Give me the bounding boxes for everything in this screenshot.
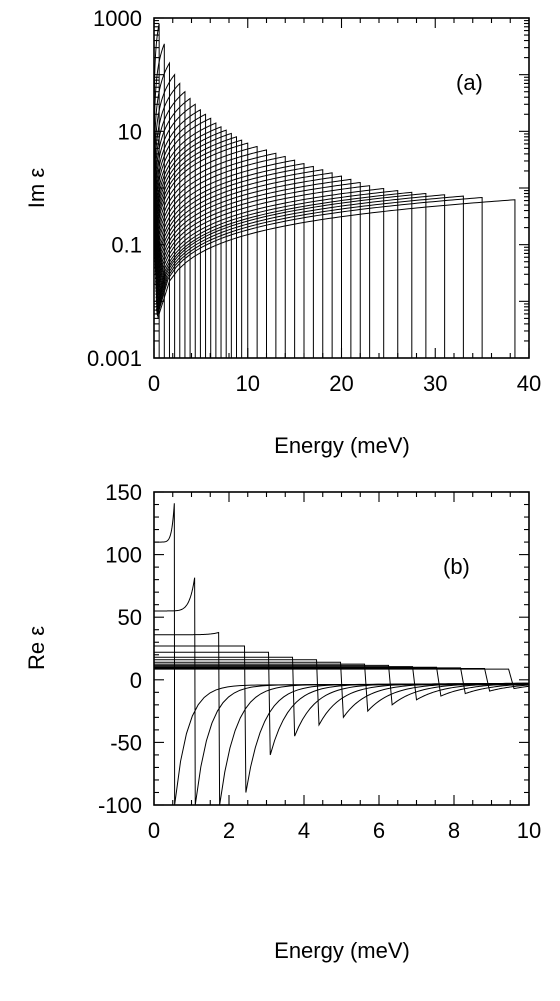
panel-a-x-tick-label: 0 xyxy=(148,371,160,396)
panel-a-y-tick-label: 1000 xyxy=(93,6,142,31)
panel-b-x-tick-label: 2 xyxy=(223,818,235,843)
panel-b-frame xyxy=(153,491,530,806)
panel-b-y-tick-label: 0 xyxy=(130,668,142,693)
panel-b-curve xyxy=(154,667,529,695)
panel-a-curve xyxy=(155,187,385,358)
panel-a-curve xyxy=(155,178,352,358)
panel-a-curve xyxy=(155,185,371,358)
panel-a-curve xyxy=(154,159,296,358)
panel-a-y-tick-label: 10 xyxy=(118,119,142,144)
panel-a-y-tick-labels: 0.001 0.1 10 1000 xyxy=(87,6,142,371)
panel-b-curves xyxy=(154,503,529,805)
panel-a-curve xyxy=(154,142,249,358)
panel-a-x-tick-label: 40 xyxy=(517,371,541,396)
panel-a-im-epsilon: 0 10 20 30 40 0.001 0.1 10 1000 (a) Energy (meV… xyxy=(24,6,541,458)
panel-b-curve xyxy=(154,666,529,697)
panel-a-curve xyxy=(154,117,212,358)
panel-b-curve xyxy=(154,631,529,805)
panel-b-y-tick-label: -100 xyxy=(98,793,142,818)
panel-b-y-tick-label: 50 xyxy=(118,605,142,630)
panel-b-curve xyxy=(154,661,529,719)
panel-a-curve xyxy=(157,199,516,358)
panel-b-y-tick-label: -50 xyxy=(110,730,142,755)
panel-a-curve xyxy=(153,43,165,358)
panel-a-curve xyxy=(156,191,413,358)
panel-b-curve xyxy=(154,666,529,701)
panel-a-curve xyxy=(153,82,181,358)
panel-a-y-tick-label: 0.001 xyxy=(87,346,142,371)
panel-a-curve xyxy=(155,165,314,358)
panel-a-x-tick-label: 30 xyxy=(423,371,447,396)
panel-a-curve xyxy=(155,181,361,358)
panel-a-curve xyxy=(154,132,232,358)
panel-b-y-tick-label: 100 xyxy=(105,543,142,568)
panel-a-curve xyxy=(156,195,464,358)
panel-a-curve xyxy=(154,149,267,358)
panel-a-y-axis-label: Im ε xyxy=(24,168,49,209)
panel-a-curves xyxy=(153,23,516,358)
panel-b-x-axis-label: Energy (meV) xyxy=(274,938,410,963)
panel-b-tag: (b) xyxy=(443,554,470,579)
panel-a-x-tick-label: 20 xyxy=(329,371,353,396)
panel-a-curve xyxy=(153,61,170,358)
panel-b-curve xyxy=(154,503,529,805)
panel-b-x-tick-label: 8 xyxy=(448,818,460,843)
panel-a-curve xyxy=(153,97,191,358)
panel-b-curve xyxy=(154,668,529,692)
panel-b-ticks xyxy=(153,491,530,806)
panel-a-curve xyxy=(156,196,483,358)
panel-a-curve xyxy=(154,136,237,358)
panel-a-curve xyxy=(155,162,305,358)
panel-a-frame xyxy=(153,17,530,359)
panel-b-curve xyxy=(154,664,529,706)
panel-a-curve xyxy=(154,129,227,358)
panel-b-y-tick-label: 150 xyxy=(105,480,142,505)
panel-b-re-epsilon: 0 2 4 6 8 10 -100 -50 0 50 100 150 (b) Energy (meV… xyxy=(24,480,541,963)
panel-a-curve xyxy=(155,190,399,358)
panel-a-curve xyxy=(154,155,286,358)
panel-b-x-tick-label: 6 xyxy=(373,818,385,843)
panel-b-curve xyxy=(154,668,529,690)
panel-a-curve xyxy=(154,139,243,358)
panel-a-curve xyxy=(154,113,207,358)
panel-a-curve xyxy=(154,126,222,358)
panel-a-curve xyxy=(156,192,427,358)
panel-a-ticks xyxy=(153,17,530,359)
panel-a-curve xyxy=(153,73,176,358)
panel-a-curve xyxy=(155,175,342,358)
panel-b-x-tick-labels: 0 2 4 6 8 10 xyxy=(148,818,541,843)
panel-a-curve xyxy=(154,145,258,358)
panel-a-curve xyxy=(156,194,446,358)
panel-a-curve xyxy=(154,152,277,358)
panel-a-x-tick-label: 10 xyxy=(236,371,260,396)
panel-a-curve xyxy=(155,172,333,358)
panel-a-curve xyxy=(154,122,217,358)
panel-b-y-axis-label: Re ε xyxy=(24,626,49,670)
panel-b-x-tick-label: 10 xyxy=(517,818,541,843)
panel-b-x-tick-label: 0 xyxy=(148,818,160,843)
panel-a-y-tick-label: 0.1 xyxy=(111,233,142,258)
panel-a-curve xyxy=(153,103,196,358)
panel-a-curve xyxy=(153,90,186,358)
panel-a-tag: (a) xyxy=(456,70,483,95)
panel-a-x-axis-label: Energy (meV) xyxy=(274,433,410,458)
panel-b-y-tick-labels: -100 -50 0 50 100 150 xyxy=(98,480,142,818)
panel-a-curve xyxy=(153,108,201,358)
panel-b-x-tick-label: 4 xyxy=(298,818,310,843)
panel-a-x-tick-labels: 0 10 20 30 40 xyxy=(148,371,541,396)
panel-a-curve xyxy=(155,169,324,358)
